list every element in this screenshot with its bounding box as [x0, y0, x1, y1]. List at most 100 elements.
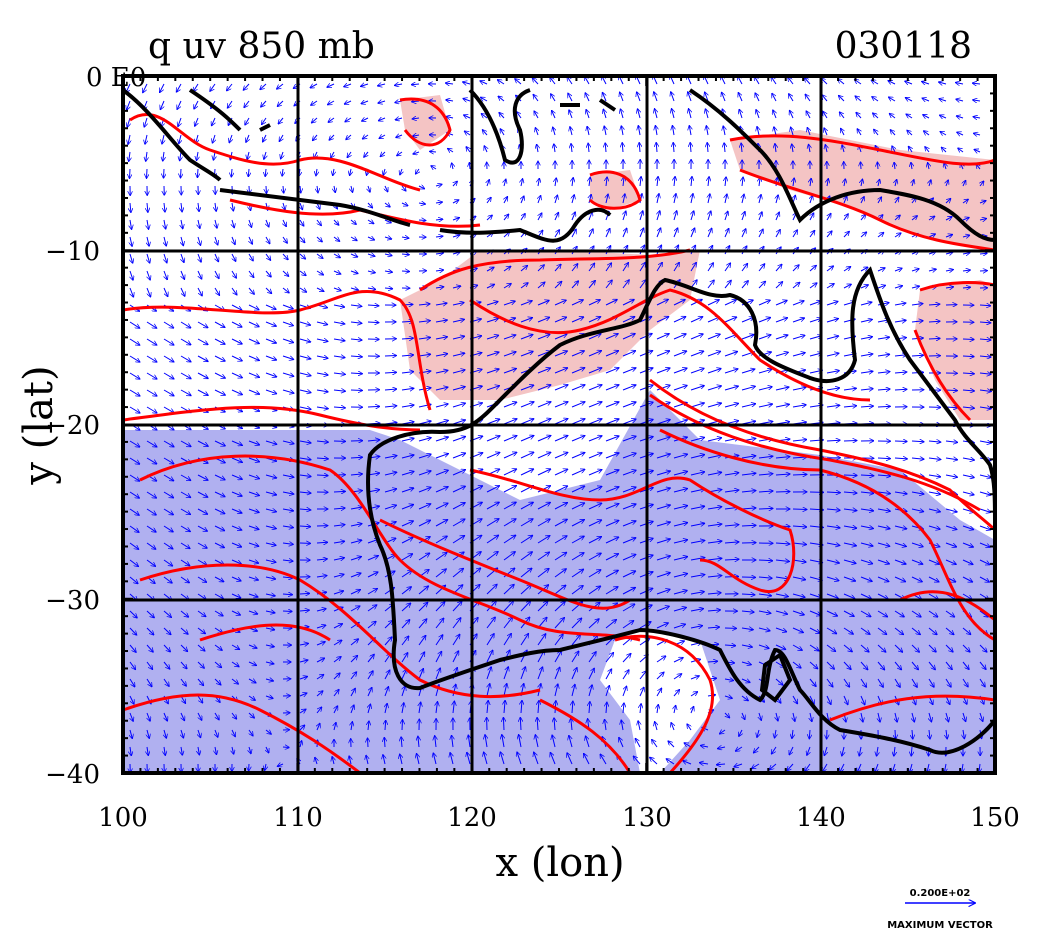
wind-vector: [945, 390, 958, 391]
wind-vector: [741, 404, 756, 408]
wind-vector: [775, 387, 789, 391]
wind-vector: [554, 230, 560, 238]
wind-vector: [401, 505, 414, 510]
wind-vector: [708, 177, 709, 187]
wind-vector: [826, 388, 840, 390]
wind-vector: [809, 283, 817, 289]
wind-vector: [368, 185, 370, 192]
wind-vector: [198, 236, 201, 245]
wind-vector: [877, 233, 884, 238]
wind-vector: [688, 92, 691, 102]
wind-vector: [329, 134, 335, 140]
wind-vector: [248, 474, 260, 479]
wind-vector: [928, 492, 941, 494]
wind-vector: [724, 369, 738, 374]
wind-vector: [571, 469, 585, 476]
wind-vector: [690, 228, 695, 238]
wind-vector: [176, 83, 182, 92]
wind-vector: [656, 317, 669, 323]
wind-vector: [163, 525, 173, 532]
wind-vector: [979, 559, 990, 565]
wind-vector: [520, 266, 528, 272]
wind-vector: [179, 134, 181, 144]
wind-vector: [724, 645, 736, 646]
wind-vector: [537, 144, 538, 153]
wind-vector: [163, 355, 174, 362]
wind-vector: [724, 352, 738, 357]
wind-vector: [486, 502, 499, 510]
wind-vector: [656, 522, 670, 527]
wind-vector: [265, 372, 277, 377]
wind-vector: [194, 100, 199, 109]
wind-vector: [911, 269, 919, 271]
wind-vector: [435, 404, 448, 408]
wind-vector: [690, 455, 705, 459]
wind-vector: [673, 385, 687, 391]
wind-vector: [282, 560, 293, 561]
wind-vector: [129, 151, 130, 161]
wind-vector: [452, 403, 465, 408]
wind-vector: [537, 334, 550, 340]
wind-vector: [486, 552, 498, 561]
wind-vector: [214, 491, 225, 497]
wind-vector: [690, 317, 703, 323]
wind-vector: [622, 228, 627, 238]
wind-vector: [724, 143, 725, 153]
wind-vector: [605, 436, 619, 442]
wind-vector: [248, 372, 260, 377]
wind-vector: [418, 487, 431, 493]
wind-vector: [741, 456, 756, 458]
wind-vector: [945, 559, 956, 564]
wind-vector: [452, 370, 465, 374]
wind-vector: [571, 453, 585, 459]
y-tick-label: −30: [45, 586, 100, 616]
wind-vector: [160, 100, 165, 110]
wind-vector: [130, 168, 131, 179]
wind-vector: [826, 526, 840, 528]
wind-vector: [197, 151, 199, 161]
wind-vectors: [126, 76, 992, 773]
wind-vector: [895, 197, 899, 204]
wind-vector: [894, 526, 907, 529]
wind-vector: [317, 185, 318, 193]
wind-vector: [333, 373, 345, 374]
wind-vector: [129, 355, 140, 362]
wind-vector: [180, 338, 191, 345]
high-moisture-fill-2: [915, 280, 995, 420]
wind-vector: [129, 440, 140, 447]
wind-vector: [299, 373, 311, 376]
wind-vector: [741, 491, 756, 493]
wind-vector: [775, 300, 787, 306]
wind-vector: [877, 354, 890, 356]
wind-vector: [758, 560, 773, 561]
wind-vector: [248, 508, 259, 513]
wind-vector: [928, 475, 941, 477]
wind-vector: [826, 301, 838, 306]
wind-vector: [313, 134, 318, 141]
wind-vector: [464, 131, 471, 135]
x-tick-label: 150: [970, 803, 1020, 833]
wind-vector: [282, 509, 294, 511]
x-tick-label: 120: [447, 803, 497, 833]
wind-vector: [281, 151, 283, 159]
wind-vector: [503, 486, 517, 493]
y-tick-label: −10: [45, 237, 100, 267]
wind-vector: [316, 288, 324, 291]
wind-vector: [690, 437, 705, 442]
wind-vector: [775, 457, 790, 458]
wind-vector: [299, 253, 306, 259]
wind-vector: [181, 202, 182, 212]
wind-vector: [974, 149, 981, 152]
wind-vector: [416, 168, 420, 174]
wind-vector: [368, 738, 369, 748]
wind-vector: [792, 387, 806, 390]
wind-vector: [690, 506, 705, 509]
wind-vector: [690, 403, 704, 408]
wind-vector: [486, 386, 500, 391]
wind-vector: [707, 334, 720, 340]
wind-vector: [690, 386, 704, 391]
wind-vector: [962, 373, 974, 374]
wind-vector: [520, 351, 533, 357]
wind-vector: [503, 469, 517, 476]
wind-vector: [129, 457, 140, 464]
